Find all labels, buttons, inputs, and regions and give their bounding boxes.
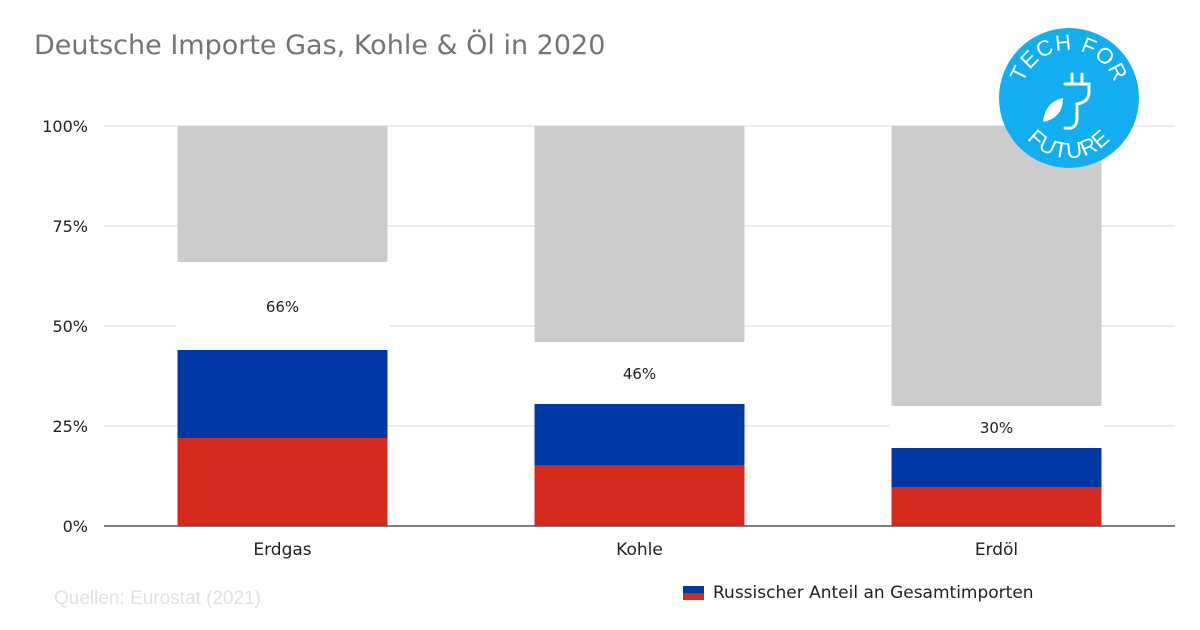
source-note: Quellen: Eurostat (2021)	[54, 588, 262, 609]
russian-share-bar-red	[177, 438, 388, 526]
plug-icon	[1063, 72, 1091, 130]
label-gap	[175, 262, 390, 350]
legend-swatch	[683, 586, 704, 600]
russian-share-bar-blue	[891, 448, 1102, 487]
russian-share-bar-blue	[177, 350, 388, 438]
data-label: 66%	[266, 298, 299, 316]
data-label: 46%	[623, 365, 656, 383]
bars	[175, 126, 1104, 526]
russian-share-bar-blue	[534, 404, 745, 465]
x-tick-label: Erdöl	[975, 540, 1018, 560]
y-tick-label: 100%	[42, 117, 88, 136]
y-axis-ticks: 0% 25% 50% 75% 100%	[42, 117, 88, 536]
legend: Russischer Anteil an Gesamtimporten	[683, 583, 1034, 603]
chart-title: Deutsche Importe Gas, Kohle & Öl in 2020	[34, 30, 606, 61]
tech-for-future-logo: TECH FOR FUTURE	[999, 22, 1139, 176]
leaf-icon	[1043, 98, 1063, 122]
y-tick-label: 0%	[63, 517, 88, 536]
y-tick-label: 75%	[52, 217, 88, 236]
y-tick-label: 25%	[52, 417, 88, 436]
legend-label: Russischer Anteil an Gesamtimporten	[713, 583, 1034, 603]
data-labels: 66% 46% 30%	[266, 298, 1013, 437]
x-tick-label: Kohle	[616, 540, 663, 560]
russian-share-bar-red	[534, 465, 745, 526]
label-gap	[532, 342, 747, 404]
y-tick-label: 50%	[52, 317, 88, 336]
label-gap	[889, 406, 1104, 448]
x-tick-label: Erdgas	[253, 540, 311, 560]
data-label: 30%	[980, 419, 1013, 437]
x-axis-ticks: Erdgas Kohle Erdöl	[253, 540, 1018, 560]
russian-share-bar-red	[891, 487, 1102, 526]
